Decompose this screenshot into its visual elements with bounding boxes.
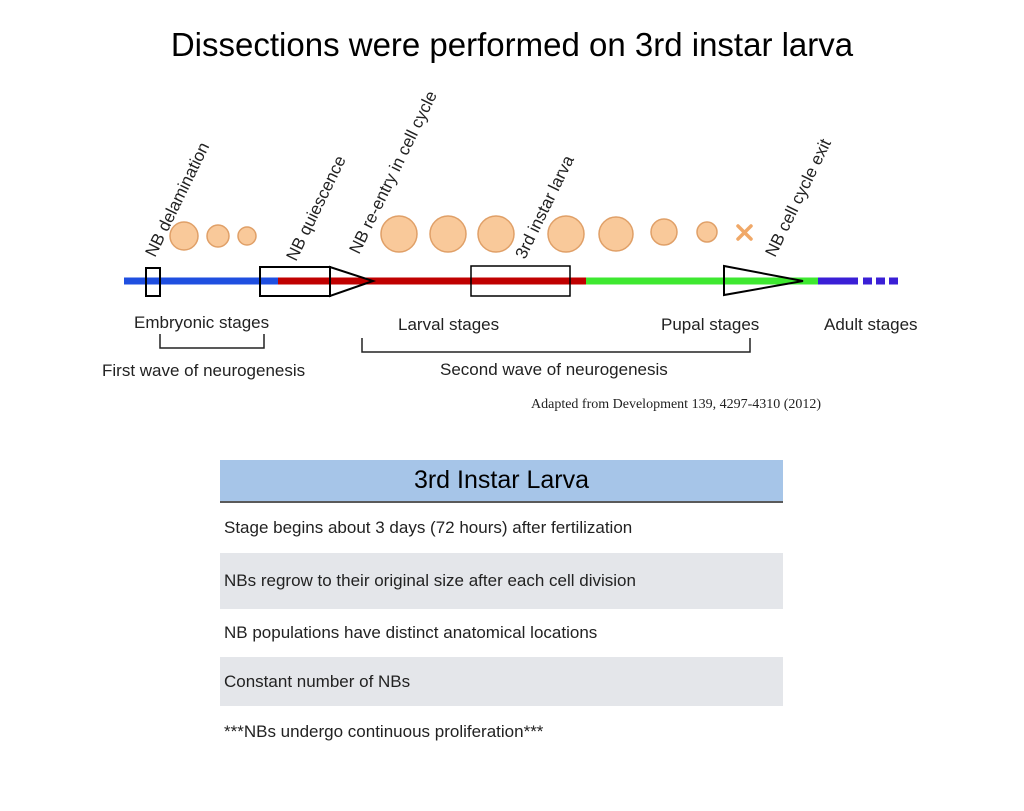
dying-cell-x-icon [736,224,753,241]
neuroblast-cell [429,215,467,253]
neuroblast-cells [169,215,718,253]
neuroblast-cell [206,224,230,248]
neuroblast-cell [477,215,515,253]
neuroblast-cell [169,221,199,251]
stage-label-embryonic: Embryonic stages [134,313,269,332]
neuroblast-cell [650,218,678,246]
neuroblast-cell [547,215,585,253]
neuroblast-cell [598,216,634,252]
table-row: NB populations have distinct anatomical … [224,623,598,642]
third-instar-marker [470,265,571,297]
neuroblast-cell [380,215,418,253]
stage-label-larval: Larval stages [398,315,499,334]
table-header: 3rd Instar Larva [220,460,783,503]
event-label-cell-cycle-exit: NB cell cycle exit [762,136,836,260]
neuroblast-cell [237,226,257,246]
first-wave-bracket [159,334,265,349]
wave-label-first: First wave of neurogenesis [102,361,305,380]
source-credit: Adapted from Development 139, 4297-4310 … [531,397,822,412]
cell-cycle-exit-arrow [723,264,804,297]
page-title: Dissections were performed on 3rd instar… [170,26,854,63]
table-row: NBs regrow to their original size after … [220,553,783,609]
reentry-arrow [329,265,377,298]
event-label-quiescence: NB quiescence [283,153,350,264]
neuroblast-cell [696,221,718,243]
table-row: Stage begins about 3 days (72 hours) aft… [224,518,633,537]
info-table: 3rd Instar Larva Stage begins about 3 da… [220,460,783,741]
stage-label-pupal: Pupal stages [661,315,759,334]
wave-label-second: Second wave of neurogenesis [440,360,668,379]
neurogenesis-timeline-diagram: NB delamination NB quiescence NB re-entr… [102,88,918,380]
delamination-marker [145,267,161,297]
stage-label-adult: Adult stages [824,315,918,334]
table-row: Constant number of NBs [220,657,783,706]
second-wave-bracket [361,338,751,353]
table-row: ***NBs undergo continuous proliferation*… [224,722,544,741]
